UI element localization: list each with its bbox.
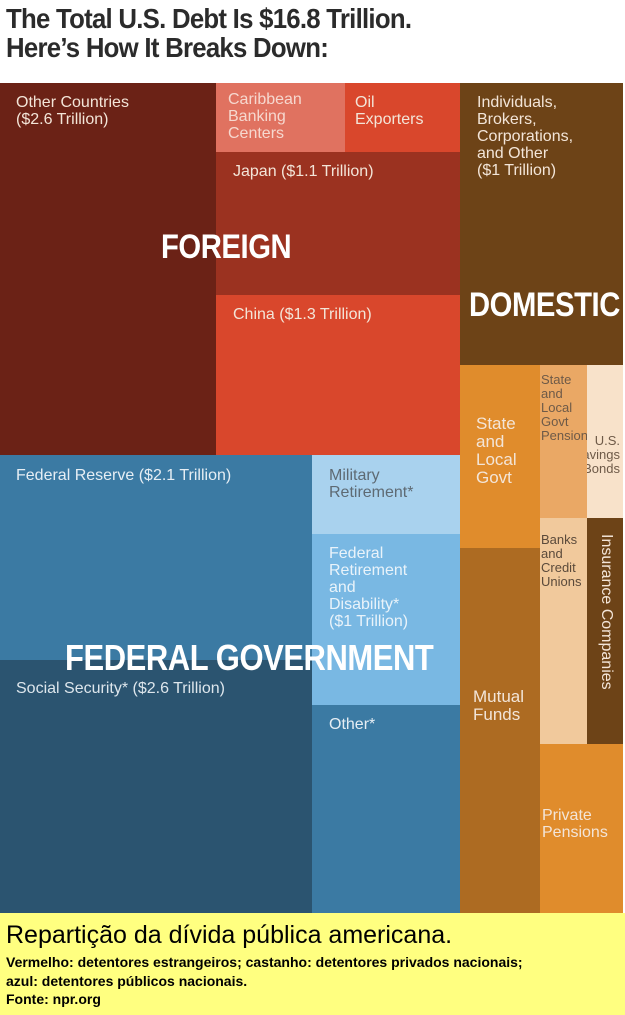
group-label-federal: FEDERAL GOVERNMENT [65, 637, 434, 678]
cell-china: China ($1.3 Trillion) [216, 295, 460, 455]
cell-federal-reserve: Federal Reserve ($2.1 Trillion) [0, 455, 312, 660]
title-line-2: Here’s How It Breaks Down: [6, 32, 329, 63]
caption-line-2: azul: detentores públicos nacionais. [6, 973, 248, 989]
caption-title: Repartição da dívida pública americana. [6, 921, 453, 949]
cell-other-federal: Other* [312, 705, 460, 913]
cell-savings-bonds: U.S. Savings Bonds [587, 365, 623, 518]
cell-mutual-funds: Mutual Funds [460, 548, 540, 913]
caption-line-1: Vermelho: detentores estrangeiros; casta… [6, 954, 523, 970]
cell-military-retirement: Military Retirement* [312, 455, 460, 534]
group-label-domestic: DOMESTIC [469, 286, 620, 324]
group-label-foreign: FOREIGN [161, 228, 292, 266]
cell-oil-exporters: Oil Exporters [345, 83, 460, 152]
cell-banks: Banks and Credit Unions [540, 518, 587, 744]
cell-state-local-govt: State and Local Govt [460, 365, 540, 548]
caption-box: Repartição da dívida pública americana. … [0, 913, 625, 1015]
cell-federal-retirement: Federal Retirement and Disability* ($1 T… [312, 534, 460, 705]
cell-individuals: Individuals, Brokers, Corporations, and … [460, 83, 623, 365]
title-line-1: The Total U.S. Debt Is $16.8 Trillion. [6, 3, 412, 34]
cell-japan: Japan ($1.1 Trillion) [216, 152, 460, 295]
chart-title: The Total U.S. Debt Is $16.8 Trillion. H… [6, 4, 572, 62]
cell-caribbean: Caribbean Banking Centers [216, 83, 345, 152]
treemap: Other Countries ($2.6 Trillion) Caribbea… [0, 83, 623, 913]
cell-social-security: Social Security* ($2.6 Trillion) [0, 660, 312, 913]
cell-other-countries: Other Countries ($2.6 Trillion) [0, 83, 216, 455]
cell-private-pensions: Private Pensions [540, 744, 623, 913]
cell-state-local-pensions: State and Local Govt Pensions [540, 365, 594, 518]
cell-insurance: Insurance Companies [587, 518, 623, 744]
caption-source: Fonte: npr.org [6, 991, 101, 1007]
